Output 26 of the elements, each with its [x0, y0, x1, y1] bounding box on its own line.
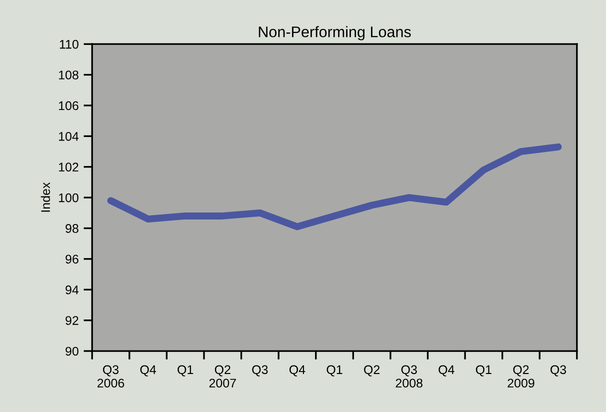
x-tick-label: Q3 2006 — [97, 365, 124, 388]
y-tick-label: 104 — [59, 132, 79, 141]
chart-title: Non-Performing Loans — [258, 26, 411, 40]
x-tick-label: Q3 2008 — [396, 365, 422, 388]
x-tick-label: Q1 — [476, 365, 492, 376]
x-tick-label: Q3 — [550, 365, 566, 376]
y-tick-label: 102 — [59, 162, 78, 172]
y-tick-label: 100 — [59, 193, 78, 202]
x-tick-label: Q2 — [364, 365, 380, 376]
y-tick-label: 94 — [66, 285, 79, 294]
y-tick-label: 108 — [59, 70, 78, 80]
y-axis-title: Index — [40, 182, 50, 212]
x-tick-label: Q3 — [252, 365, 268, 376]
x-tick-label: Q4 — [140, 365, 156, 376]
y-tick-label: 96 — [66, 254, 78, 264]
y-tick-label: 90 — [66, 346, 78, 356]
y-tick-label: 98 — [66, 224, 78, 233]
x-tick-label: Q4 — [289, 365, 306, 376]
x-tick-label: Q1 — [326, 365, 342, 376]
y-tick-label: 110 — [60, 40, 78, 49]
x-tick-label: Q4 — [438, 365, 454, 376]
x-tick-label: Q2 2009 — [508, 365, 534, 388]
x-tick-label: Q2 2007 — [209, 365, 236, 388]
x-tick-label: Q1 — [178, 365, 194, 376]
y-tick-label: 92 — [66, 316, 78, 325]
y-tick-label: 106 — [59, 101, 78, 110]
